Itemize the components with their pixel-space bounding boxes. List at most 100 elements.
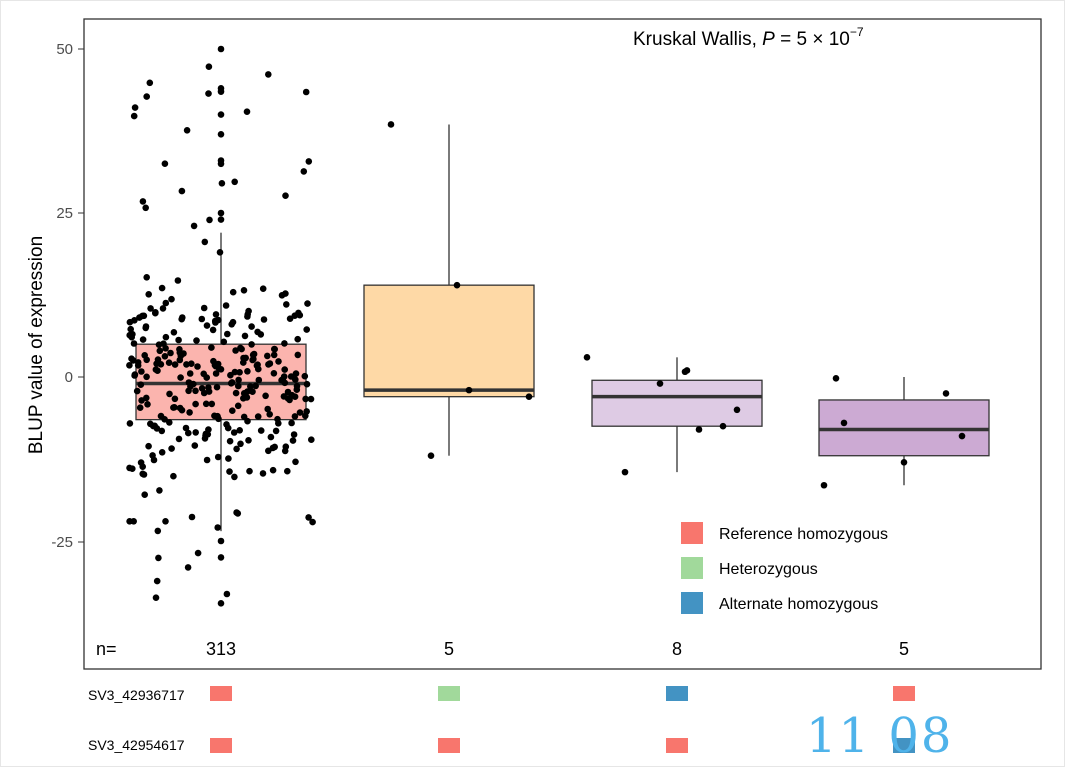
data-point xyxy=(260,316,268,323)
data-point xyxy=(138,368,145,375)
data-point xyxy=(156,347,164,355)
data-point xyxy=(453,281,461,289)
data-point xyxy=(733,406,741,414)
data-point xyxy=(184,564,192,571)
data-point xyxy=(275,358,282,365)
data-point xyxy=(264,352,271,360)
data-point xyxy=(175,435,183,443)
data-point xyxy=(427,452,435,460)
genotype-row-label: SV3_42936717 xyxy=(88,687,185,703)
data-point xyxy=(278,292,286,299)
data-point xyxy=(217,88,225,95)
data-point xyxy=(283,301,290,308)
data-point xyxy=(154,527,162,535)
legend-key-heterozygous xyxy=(681,557,703,579)
data-point xyxy=(254,413,262,420)
data-point xyxy=(133,387,141,395)
data-point xyxy=(257,427,265,434)
genotype-tile xyxy=(438,686,460,701)
data-point xyxy=(202,400,210,408)
box xyxy=(591,379,763,427)
data-point xyxy=(292,458,299,466)
data-point xyxy=(227,371,234,379)
data-point xyxy=(303,326,311,333)
data-point xyxy=(302,88,310,96)
data-point xyxy=(217,209,225,217)
data-point xyxy=(142,323,150,330)
data-point xyxy=(265,71,272,78)
data-point xyxy=(217,554,225,561)
data-point xyxy=(137,381,145,389)
y-tick-label: 25 xyxy=(56,205,73,222)
data-point xyxy=(129,465,136,473)
data-point xyxy=(126,318,134,326)
data-point xyxy=(215,415,222,423)
data-point xyxy=(217,216,225,223)
data-point xyxy=(161,160,169,167)
data-point xyxy=(217,130,225,138)
y-tick-label: 0 xyxy=(65,369,73,386)
data-point xyxy=(168,445,175,452)
data-point xyxy=(217,600,225,607)
data-point xyxy=(621,468,629,476)
data-point xyxy=(127,325,134,333)
data-point xyxy=(250,350,258,358)
data-point xyxy=(129,357,137,364)
data-point xyxy=(300,168,308,175)
data-point xyxy=(291,413,299,420)
data-point xyxy=(153,577,161,585)
data-point xyxy=(281,340,288,347)
data-point xyxy=(294,351,302,359)
legend-key-alternate xyxy=(681,592,703,614)
data-point xyxy=(294,335,302,343)
data-point xyxy=(229,407,236,415)
data-point xyxy=(208,400,216,408)
data-point xyxy=(244,313,251,320)
data-point xyxy=(194,549,202,557)
data-point xyxy=(296,409,304,416)
data-point xyxy=(249,388,256,396)
data-point xyxy=(301,372,309,380)
data-point xyxy=(228,379,236,386)
data-point xyxy=(236,427,243,434)
legend-label: Alternate homozygous xyxy=(719,596,878,613)
data-point xyxy=(136,404,144,412)
data-point xyxy=(259,470,267,477)
group-n-value: 5 xyxy=(899,639,909,659)
data-point xyxy=(192,429,199,436)
data-point xyxy=(230,429,238,436)
data-point xyxy=(286,315,294,323)
data-point xyxy=(238,345,245,353)
data-point xyxy=(217,45,225,53)
genotype-tile xyxy=(893,686,915,701)
data-point xyxy=(290,431,298,438)
data-point xyxy=(293,382,301,390)
data-point xyxy=(291,393,299,401)
y-tick-label: 50 xyxy=(56,41,73,58)
data-point xyxy=(162,518,169,525)
data-point xyxy=(296,311,304,319)
data-point xyxy=(900,458,908,466)
data-point xyxy=(284,395,292,402)
data-point xyxy=(141,352,148,359)
data-point xyxy=(267,433,275,441)
data-point xyxy=(188,360,195,368)
data-point xyxy=(128,333,135,341)
data-point xyxy=(217,160,225,168)
data-point xyxy=(245,437,252,444)
data-point xyxy=(212,311,220,318)
data-point xyxy=(183,127,191,134)
data-point xyxy=(234,510,242,517)
data-point xyxy=(387,121,395,128)
data-point xyxy=(171,395,179,403)
data-point xyxy=(155,554,162,562)
data-point xyxy=(234,402,242,410)
data-point xyxy=(140,471,148,478)
data-point xyxy=(162,299,170,307)
data-point xyxy=(214,453,222,461)
data-point xyxy=(165,359,173,367)
data-point xyxy=(201,435,209,442)
data-point xyxy=(171,361,179,368)
data-point xyxy=(240,287,248,294)
data-point xyxy=(175,336,182,344)
